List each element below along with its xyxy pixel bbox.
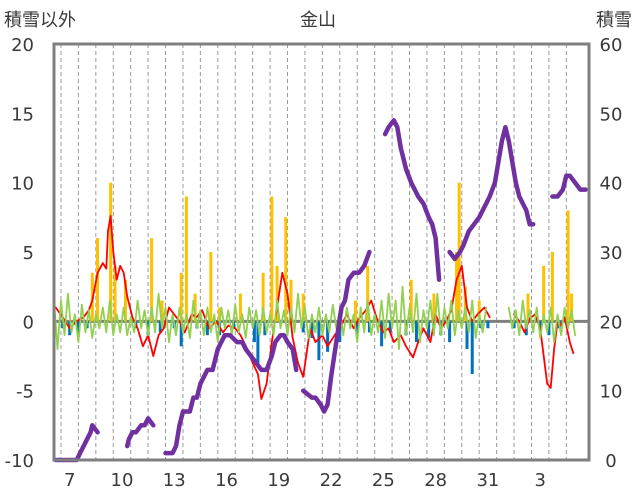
bar-mark (263, 321, 267, 336)
y-left-tick-label: -5 (16, 382, 34, 403)
bar-mark (123, 279, 127, 322)
plot-frame (52, 42, 591, 462)
y-left-tick-label: 0 (23, 312, 34, 333)
bar-mark (284, 217, 288, 322)
bar-mark (270, 196, 274, 322)
x-tick-label: 13 (163, 470, 186, 491)
y-right-tick-label: 30 (600, 243, 623, 264)
bar-mark (366, 265, 370, 322)
bar-mark (256, 321, 260, 363)
bar-mark (179, 321, 183, 347)
bar-mark (432, 293, 436, 322)
y-left-tick-label: 10 (11, 174, 34, 195)
bar-mark (465, 321, 469, 350)
y-right-tick-label: 60 (600, 35, 623, 56)
bar-mark (326, 321, 330, 352)
x-tick-label: 16 (215, 470, 238, 491)
bar-mark (512, 321, 516, 329)
bar-mark (301, 293, 305, 322)
bar-mark (275, 265, 279, 322)
y-left-tick-label: 20 (11, 35, 34, 56)
bar-mark (96, 238, 100, 322)
bar-mark (455, 252, 459, 322)
y-right-tick-label: 10 (600, 382, 623, 403)
bar-mark (150, 238, 154, 322)
bar-mark (76, 321, 80, 333)
bar-mark (317, 321, 321, 361)
bar-mark (367, 321, 371, 333)
series-line (54, 215, 575, 400)
x-tick-label: 31 (476, 470, 499, 491)
bar-mark (355, 321, 359, 336)
y-right-axis-label: 積雪 (596, 10, 632, 31)
y-right-tick-label: 0 (605, 451, 616, 472)
x-tick-label: 7 (64, 470, 75, 491)
chart-title: 金山 (300, 10, 336, 31)
y-right-tick-label: 20 (600, 312, 623, 333)
line-series (53, 118, 588, 463)
bar-mark (388, 321, 392, 333)
bar-mark (380, 321, 384, 347)
bar-mark (526, 293, 530, 322)
bar-mark (427, 321, 431, 338)
bar-mark (570, 293, 574, 322)
bar-mark (566, 210, 570, 322)
bar-mark (289, 279, 293, 322)
bar-mark (463, 286, 467, 322)
vertical-grid (60, 44, 567, 460)
bar-mark (409, 279, 413, 322)
bar-mark (209, 252, 213, 322)
x-tick-label: 28 (424, 470, 447, 491)
y-left-tick-label: 15 (11, 104, 34, 125)
bar-mark (218, 307, 222, 322)
series-line (53, 118, 588, 463)
bar-mark (109, 182, 113, 322)
bar-mark (158, 321, 162, 333)
bar-mark (486, 321, 490, 329)
bar-mark (550, 252, 554, 322)
bar-mark (261, 272, 265, 322)
bar-mark (160, 300, 164, 322)
bar-mark (547, 321, 551, 336)
y-left-tick-label: -10 (5, 451, 34, 472)
x-tick-label: 10 (111, 470, 134, 491)
y-left-tick-label: 5 (23, 243, 34, 264)
x-tick-label: 3 (534, 470, 545, 491)
series-line (53, 285, 576, 350)
bar-mark (179, 272, 183, 322)
bar-mark (310, 321, 314, 338)
bar-mark (205, 321, 209, 336)
bar-mark (414, 321, 418, 343)
bar-mark (538, 321, 542, 329)
y-right-tick-label: 40 (600, 174, 623, 195)
y-right-tick-label: 50 (600, 104, 623, 125)
bar-mark (113, 265, 117, 322)
bar-mark (470, 321, 474, 375)
bar-mark (353, 300, 357, 322)
bar-mark (542, 265, 546, 322)
x-tick-label: 25 (372, 470, 395, 491)
bar-mark (252, 321, 256, 343)
x-tick-label: 19 (267, 470, 290, 491)
bar-mark (477, 300, 481, 322)
bar-mark (448, 321, 452, 343)
bar-mark (184, 196, 188, 322)
x-tick-label: 22 (320, 470, 343, 491)
y-left-axis-label: 積雪以外 (4, 10, 76, 31)
bar-mark (238, 293, 242, 322)
bar-mark (301, 321, 305, 333)
